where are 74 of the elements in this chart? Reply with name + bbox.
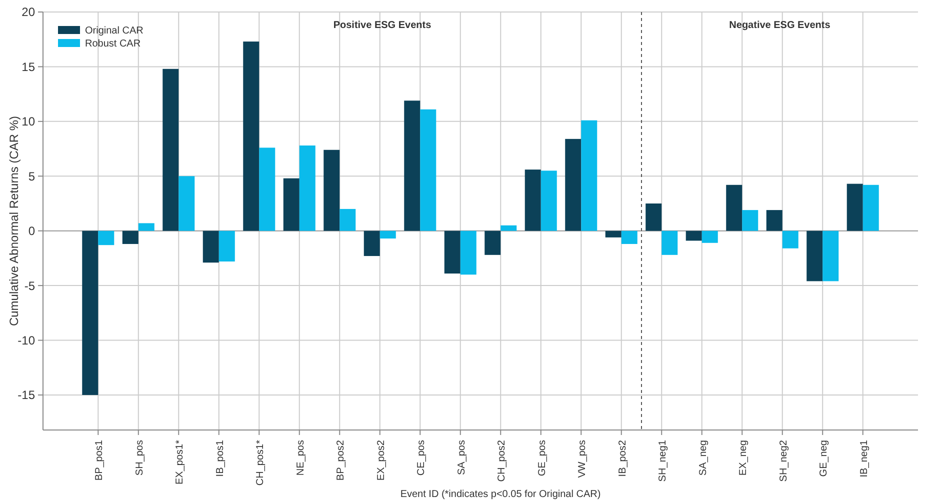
x-tick-label: EX_pos2 bbox=[376, 440, 387, 481]
x-tick-label: IB_pos1 bbox=[214, 440, 226, 477]
bar bbox=[581, 120, 598, 231]
y-tick-label: -10 bbox=[18, 333, 36, 348]
x-tick-label: CH_pos2 bbox=[496, 440, 508, 482]
bar bbox=[565, 138, 582, 231]
bar bbox=[662, 230, 678, 255]
bar bbox=[340, 208, 356, 231]
x-tick-label: IB_pos2 bbox=[617, 440, 628, 477]
x-tick-label: GE_pos bbox=[536, 440, 548, 476]
x-tick-label: CH_pos1* bbox=[255, 440, 266, 486]
x-tick-label: EX_neg bbox=[738, 440, 750, 476]
y-tick-label: 10 bbox=[22, 114, 36, 129]
bar bbox=[782, 230, 798, 248]
y-tick-label: -15 bbox=[18, 388, 36, 402]
bar bbox=[524, 170, 541, 231]
bar bbox=[846, 184, 863, 231]
bar bbox=[259, 148, 276, 231]
bar bbox=[82, 230, 98, 395]
bar bbox=[742, 210, 758, 231]
bar bbox=[862, 184, 879, 231]
x-tick-label: BP_pos2 bbox=[336, 440, 347, 481]
bar bbox=[806, 230, 823, 282]
bar bbox=[822, 230, 839, 282]
y-tick-label: 20 bbox=[22, 5, 36, 20]
bar bbox=[243, 42, 260, 231]
y-tick-label: -5 bbox=[24, 278, 36, 293]
bar bbox=[646, 203, 662, 231]
y-tick-label: 0 bbox=[28, 224, 36, 238]
x-tick-label: CE_pos bbox=[416, 440, 428, 476]
bar bbox=[540, 170, 557, 231]
bar bbox=[178, 176, 195, 231]
legend-label: Original CAR bbox=[85, 26, 144, 36]
annotation: Negative ESG Events bbox=[729, 20, 831, 31]
x-tick-label: SA_pos bbox=[456, 440, 468, 476]
bar bbox=[726, 184, 742, 231]
bar bbox=[138, 223, 154, 231]
bar bbox=[702, 230, 718, 243]
bar bbox=[218, 230, 235, 262]
bar bbox=[283, 178, 300, 231]
bar bbox=[380, 230, 396, 239]
annotation: Positive ESG Events bbox=[333, 20, 432, 31]
bar bbox=[444, 230, 460, 274]
x-tick-label: GE_neg bbox=[818, 440, 830, 477]
legend-label: Robust CAR bbox=[85, 38, 141, 50]
bar bbox=[324, 150, 340, 231]
x-tick-label: IB_neg1 bbox=[858, 440, 870, 478]
y-axis-title: Cumulative Abnormal Returns (CAR %) bbox=[7, 116, 21, 326]
x-tick-label: SH_neg1 bbox=[658, 440, 669, 482]
bar bbox=[98, 230, 114, 246]
bar bbox=[420, 109, 436, 231]
x-tick-label: EX_pos1* bbox=[174, 440, 186, 484]
bar bbox=[202, 230, 219, 263]
bar bbox=[686, 230, 702, 241]
bar bbox=[484, 230, 501, 255]
bar bbox=[766, 210, 782, 231]
y-tick-label: 5 bbox=[28, 169, 36, 184]
x-tick-label: NE_pos bbox=[295, 440, 306, 476]
x-axis-title: Event ID (*indicates p<0.05 for Original CAR) bbox=[400, 489, 601, 500]
x-tick-label: SH_neg2 bbox=[778, 440, 790, 482]
bar bbox=[404, 100, 420, 231]
x-tick-label: VW_pos bbox=[577, 440, 588, 478]
bar bbox=[162, 68, 179, 231]
bar bbox=[621, 230, 638, 244]
x-tick-label: SH_pos bbox=[134, 440, 146, 476]
y-tick-label: 15 bbox=[22, 60, 36, 74]
bar bbox=[460, 230, 476, 275]
bar bbox=[299, 145, 316, 231]
bar bbox=[500, 225, 517, 231]
x-tick-label: SA_neg bbox=[698, 440, 709, 476]
bar bbox=[364, 230, 380, 256]
bar bbox=[122, 230, 138, 244]
x-tick-label: BP_pos1 bbox=[94, 440, 106, 481]
bar bbox=[605, 230, 622, 238]
